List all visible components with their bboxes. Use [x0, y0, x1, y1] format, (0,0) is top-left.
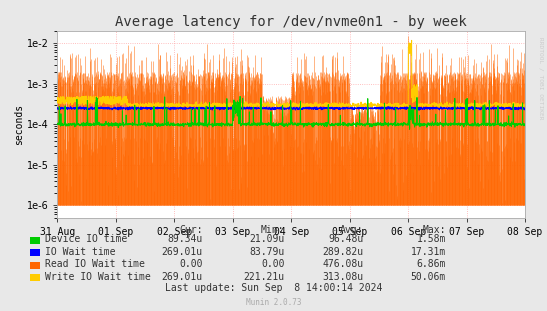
Text: 50.06m: 50.06m [411, 272, 446, 282]
Text: Write IO Wait time: Write IO Wait time [45, 272, 150, 282]
Text: 289.82u: 289.82u [323, 247, 364, 257]
Text: Device IO time: Device IO time [45, 234, 127, 244]
Text: IO Wait time: IO Wait time [45, 247, 115, 257]
Text: 89.34u: 89.34u [167, 234, 202, 244]
Text: 476.08u: 476.08u [323, 259, 364, 269]
Text: 21.09u: 21.09u [249, 234, 284, 244]
Text: RRDTOOL / TOBI OETIKER: RRDTOOL / TOBI OETIKER [538, 37, 543, 120]
Text: 6.86m: 6.86m [416, 259, 446, 269]
Text: Cur:: Cur: [179, 225, 202, 235]
Text: Read IO Wait time: Read IO Wait time [45, 259, 145, 269]
Text: 96.48u: 96.48u [329, 234, 364, 244]
Text: 17.31m: 17.31m [411, 247, 446, 257]
Text: 0.00: 0.00 [179, 259, 202, 269]
Text: Max:: Max: [422, 225, 446, 235]
Title: Average latency for /dev/nvme0n1 - by week: Average latency for /dev/nvme0n1 - by we… [115, 15, 467, 29]
Text: 1.58m: 1.58m [416, 234, 446, 244]
Text: Munin 2.0.73: Munin 2.0.73 [246, 298, 301, 307]
Text: Avg:: Avg: [340, 225, 364, 235]
Text: 313.08u: 313.08u [323, 272, 364, 282]
Text: Min:: Min: [261, 225, 284, 235]
Text: 83.79u: 83.79u [249, 247, 284, 257]
Text: 269.01u: 269.01u [161, 247, 202, 257]
Text: 0.00: 0.00 [261, 259, 284, 269]
Text: 269.01u: 269.01u [161, 272, 202, 282]
Text: 221.21u: 221.21u [243, 272, 284, 282]
Text: Last update: Sun Sep  8 14:00:14 2024: Last update: Sun Sep 8 14:00:14 2024 [165, 283, 382, 293]
Y-axis label: seconds: seconds [14, 104, 24, 145]
